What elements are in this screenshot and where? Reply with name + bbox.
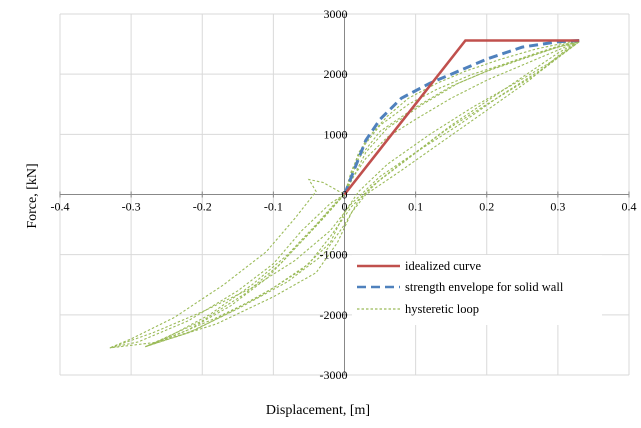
y-tick-label: 0: [342, 188, 348, 202]
idealized-curve-line: [343, 39, 580, 196]
y-tick-label: 3000: [324, 7, 348, 21]
y-tick-label: -2000: [320, 308, 348, 322]
x-tick-label: 0.1: [408, 200, 423, 214]
x-tick-label: -0.4: [51, 200, 70, 214]
x-tick-label: 0.2: [479, 200, 494, 214]
x-axis-title: Displacement, [m]: [266, 403, 370, 418]
legend-label-envelope: strength envelope for solid wall: [405, 280, 564, 294]
hysteretic-loop-3: [145, 41, 580, 348]
chart-tick-labels: -0.4 -0.3 -0.2 -0.1 0 0.1 0.2 0.3 0.4 -3000 -2000 -…: [51, 7, 637, 382]
chart-legend: idealized curve strength envelope for so…: [352, 255, 602, 325]
x-tick-label: -0.3: [122, 200, 141, 214]
legend-label-idealized: idealized curve: [405, 259, 481, 273]
strength-envelope-line: [343, 39, 580, 196]
chart-series: [109, 39, 580, 349]
x-tick-label: 0.4: [622, 200, 637, 214]
y-axis-title: Force, [kN]: [25, 163, 40, 228]
x-tick-label: -0.1: [264, 200, 283, 214]
x-tick-label: 0: [342, 200, 348, 214]
y-tick-label: 1000: [324, 127, 348, 141]
hysteretic-loop-4: [109, 40, 580, 349]
hysteretic-loop-2: [145, 41, 580, 348]
y-tick-label: -1000: [320, 248, 348, 262]
legend-label-hysteretic: hysteretic loop: [405, 302, 479, 316]
hysteretic-loop-0: [109, 39, 580, 349]
y-tick-label: -3000: [320, 368, 348, 382]
y-tick-label: 2000: [324, 67, 348, 81]
hysteretic-loop-1: [145, 41, 580, 348]
x-tick-label: -0.2: [193, 200, 212, 214]
x-tick-label: 0.3: [550, 200, 565, 214]
